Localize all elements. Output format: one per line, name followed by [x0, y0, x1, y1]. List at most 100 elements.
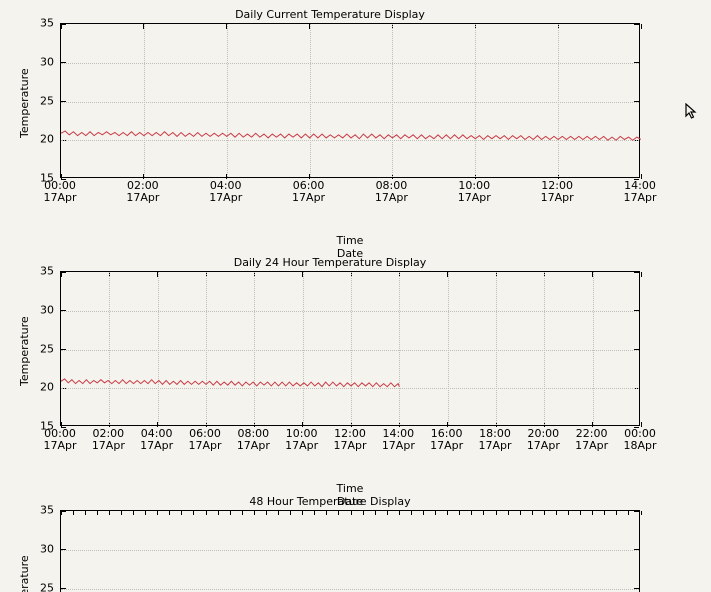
chart3-plot-area: [60, 510, 640, 592]
minor-tick: [109, 511, 110, 515]
minor-tick: [73, 511, 74, 515]
y-tick-label: 35: [32, 504, 54, 517]
minor-tick: [544, 511, 545, 515]
x-tick-label: 14:0017Apr: [623, 180, 656, 204]
minor-tick: [508, 511, 509, 515]
x-tick-label: 10:0017Apr: [285, 428, 318, 452]
chart-daily-current: Daily Current Temperature Display Temper…: [0, 8, 660, 178]
y-tick: [61, 511, 66, 512]
x-tick-label: 00:0017Apr: [43, 180, 76, 204]
x-tick-label: 20:0017Apr: [527, 428, 560, 452]
minor-tick: [326, 511, 327, 515]
x-tick-label: 08:0017Apr: [237, 428, 270, 452]
minor-tick: [616, 511, 617, 515]
y-tick: [634, 511, 639, 512]
x-tick-label: 00:0017Apr: [43, 428, 76, 452]
minor-tick: [290, 511, 291, 515]
y-tick-label: 35: [32, 17, 54, 30]
data-series: [61, 272, 641, 427]
minor-tick: [85, 511, 86, 515]
minor-tick: [556, 511, 557, 515]
minor-tick: [254, 511, 255, 515]
minor-tick: [628, 511, 629, 515]
minor-tick: [483, 511, 484, 515]
x-tick-label: 06:0017Apr: [188, 428, 221, 452]
y-tick-label: 30: [32, 55, 54, 68]
minor-tick: [242, 511, 243, 515]
x-tick-label: 10:0017Apr: [458, 180, 491, 204]
page-root: Daily Current Temperature Display Temper…: [0, 0, 711, 592]
minor-tick: [411, 511, 412, 515]
x-tick-label: 02:0017Apr: [126, 180, 159, 204]
chart2-plot-area: [60, 271, 640, 426]
x-tick-label: 22:0017Apr: [575, 428, 608, 452]
h-gridline: [61, 589, 639, 590]
chart-daily-24h: Daily 24 Hour Temperature Display Temper…: [0, 256, 660, 426]
minor-tick: [97, 511, 98, 515]
minor-tick: [399, 511, 400, 515]
x-tick-label: 16:0017Apr: [430, 428, 463, 452]
minor-tick: [302, 511, 303, 515]
y-tick-label: 25: [32, 342, 54, 355]
minor-tick: [61, 511, 62, 515]
minor-tick: [520, 511, 521, 515]
chart1-title: Daily Current Temperature Display: [0, 8, 660, 21]
y-tick-label: 30: [32, 303, 54, 316]
chart1-xticks: 00:0017Apr02:0017Apr04:0017Apr06:0017Apr…: [60, 178, 640, 206]
minor-tick: [604, 511, 605, 515]
minor-tick: [592, 511, 593, 515]
minor-tick: [338, 511, 339, 515]
minor-tick: [471, 511, 472, 515]
chart1-xlabel-time: Time: [337, 234, 364, 247]
x-tick-label: 06:0017Apr: [292, 180, 325, 204]
chart1-ylabel: Temperature: [18, 68, 31, 138]
minor-tick: [496, 511, 497, 515]
minor-tick: [375, 511, 376, 515]
x-tick-label: 12:0017Apr: [541, 180, 574, 204]
h-gridline: [61, 550, 639, 551]
minor-tick: [157, 511, 158, 515]
y-tick-label: 30: [32, 542, 54, 555]
chart2-title: Daily 24 Hour Temperature Display: [0, 256, 660, 269]
minor-tick: [387, 511, 388, 515]
minor-tick: [133, 511, 134, 515]
minor-tick: [181, 511, 182, 515]
y-tick-label: 20: [32, 381, 54, 394]
chart2-xlabel-time: Time: [337, 482, 364, 495]
minor-tick: [459, 511, 460, 515]
minor-tick: [121, 511, 122, 515]
minor-tick: [363, 511, 364, 515]
chart2-ylabel: Temperature: [18, 316, 31, 386]
chart-48h: 48 Hour Temperature Display Temperature …: [0, 495, 660, 592]
minor-tick: [278, 511, 279, 515]
minor-tick: [193, 511, 194, 515]
minor-tick: [266, 511, 267, 515]
x-tick-label: 14:0017Apr: [382, 428, 415, 452]
y-tick-label: 20: [32, 133, 54, 146]
x-tick-label: 02:0017Apr: [92, 428, 125, 452]
chart2-xticks: 00:0017Apr02:0017Apr04:0017Apr06:0017Apr…: [60, 426, 640, 454]
minor-tick: [447, 511, 448, 515]
minor-tick: [423, 511, 424, 515]
x-tick-label: 04:0017Apr: [140, 428, 173, 452]
y-tick-label: 35: [32, 265, 54, 278]
x-tick-label: 08:0017Apr: [375, 180, 408, 204]
minor-tick: [580, 511, 581, 515]
x-tick-label: 00:0018Apr: [623, 428, 656, 452]
minor-tick: [641, 511, 642, 515]
y-tick-label: 25: [32, 94, 54, 107]
data-series: [61, 24, 641, 179]
chart3-ylabel: Temperature: [18, 555, 31, 592]
x-tick-label: 04:0017Apr: [209, 180, 242, 204]
minor-tick: [435, 511, 436, 515]
minor-tick: [568, 511, 569, 515]
chart1-plot-area: [60, 23, 640, 178]
minor-tick: [351, 511, 352, 515]
minor-tick: [206, 511, 207, 515]
minor-tick: [218, 511, 219, 515]
y-tick-label: 25: [32, 581, 54, 592]
minor-tick: [169, 511, 170, 515]
x-tick-label: 18:0017Apr: [478, 428, 511, 452]
minor-tick: [145, 511, 146, 515]
minor-tick: [230, 511, 231, 515]
